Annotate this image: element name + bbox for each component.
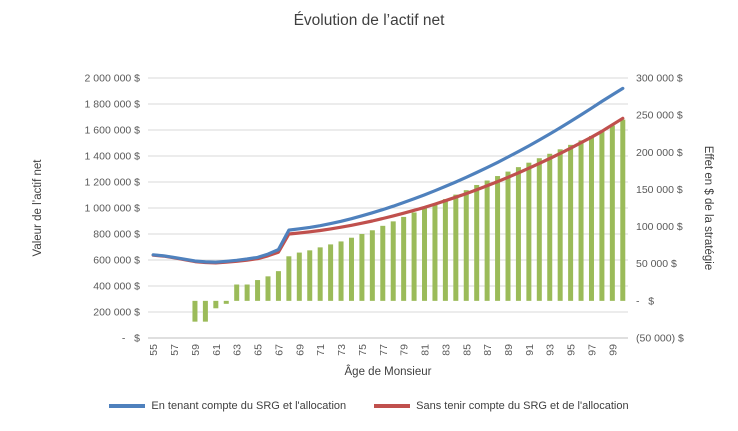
strategy-effect-bar	[286, 256, 292, 301]
left-axis-tick-label: 1 000 000 $	[85, 203, 141, 215]
legend-line-swatch-blue	[109, 404, 146, 408]
x-axis-tick-label: 59	[190, 344, 202, 356]
strategy-effect-bar	[442, 199, 448, 301]
strategy-effect-bar	[223, 300, 229, 304]
strategy-effect-bar	[599, 131, 605, 301]
legend: En tenant compte du SRG et l'allocation …	[0, 400, 738, 412]
strategy-effect-bar	[255, 280, 261, 301]
right-axis-tick-label: 100 000 $	[636, 221, 683, 233]
strategy-effect-bar	[620, 119, 626, 301]
strategy-effect-bar	[202, 300, 208, 322]
strategy-effect-bar	[588, 135, 594, 301]
strategy-effect-bar	[557, 149, 563, 301]
x-axis-tick-label: 75	[357, 344, 369, 356]
strategy-effect-bar	[536, 158, 542, 301]
strategy-effect-bar	[213, 300, 219, 309]
strategy-effect-bar	[422, 208, 428, 301]
right-axis-tick-label: 300 000 $	[636, 73, 683, 85]
x-axis-tick-label: 55	[148, 344, 160, 356]
strategy-effect-bar	[359, 234, 365, 301]
legend-line-swatch-red	[374, 404, 411, 408]
right-axis-tick-label: 200 000 $	[636, 147, 683, 159]
x-axis-tick-label: 89	[503, 344, 515, 356]
series-line	[151, 116, 625, 265]
x-axis-tick-label: 87	[482, 344, 494, 356]
strategy-effect-bar	[307, 250, 313, 301]
left-axis-tick-label: 200 000 $	[93, 307, 140, 319]
legend-label-with-srg: En tenant compte du SRG et l'allocation	[151, 400, 347, 412]
x-axis-tick-label: 95	[566, 344, 578, 356]
x-axis-tick-label: 65	[253, 344, 265, 356]
strategy-effect-bar	[411, 212, 417, 301]
strategy-effect-bar	[453, 194, 459, 301]
x-axis-tick-label: 61	[211, 344, 223, 356]
chart-title: Évolution de l’actif net	[293, 12, 445, 29]
left-axis-tick-label: 600 000 $	[93, 255, 140, 267]
left-axis-tick-label: 1 600 000 $	[85, 125, 141, 137]
series-line	[151, 86, 625, 264]
left-axis-tick-label: 800 000 $	[93, 229, 140, 241]
x-axis-tick-label: 79	[399, 344, 411, 356]
strategy-effect-bar	[568, 144, 574, 301]
legend-item-without-srg: Sans tenir compte du SRG et de l'allocat…	[374, 400, 629, 412]
strategy-effect-bar	[463, 190, 469, 301]
strategy-effect-bar	[495, 176, 501, 301]
x-axis-tick-label: 97	[587, 344, 599, 356]
left-axis-tick-label: - $	[122, 333, 140, 345]
strategy-effect-bar	[244, 284, 250, 301]
strategy-effect-bar	[192, 300, 198, 322]
strategy-effect-bar	[474, 184, 480, 301]
x-axis-tick-label: 93	[545, 344, 557, 356]
right-axis-tick-label: 50 000 $	[636, 258, 677, 270]
x-axis-tick-label: 91	[524, 344, 536, 356]
strategy-effect-bar	[578, 140, 584, 301]
x-axis-tick-label: 85	[461, 344, 473, 356]
x-axis-tick-label: 73	[336, 344, 348, 356]
strategy-effect-bar	[515, 167, 521, 301]
x-axis-tick-label: 57	[169, 344, 181, 356]
strategy-effect-bar	[234, 284, 240, 301]
strategy-effect-bar	[380, 225, 386, 301]
right-axis-tick-label: (50 000) $	[636, 333, 684, 345]
strategy-effect-bar	[317, 247, 323, 301]
right-axis-tick-label: - $	[636, 295, 654, 307]
strategy-effect-bar	[348, 237, 354, 301]
legend-item-with-srg: En tenant compte du SRG et l'allocation	[109, 400, 346, 412]
x-axis-tick-label: 83	[440, 344, 452, 356]
x-axis-tick-label: 67	[273, 344, 285, 356]
x-axis-title: Âge de Monsieur	[344, 366, 432, 378]
strategy-effect-bar	[432, 203, 438, 301]
strategy-effect-bar	[296, 252, 302, 301]
x-axis-tick-label: 69	[294, 344, 306, 356]
legend-label-without-srg: Sans tenir compte du SRG et de l'allocat…	[416, 400, 629, 412]
x-axis-tick-label: 77	[378, 344, 390, 356]
strategy-effect-bar	[328, 244, 334, 301]
strategy-effect-bar	[390, 221, 396, 301]
x-axis-tick-label: 63	[232, 344, 244, 356]
x-axis-tick-label: 81	[420, 344, 432, 356]
left-axis-tick-label: 1 200 000 $	[85, 177, 141, 189]
right-axis-tick-label: 250 000 $	[636, 110, 683, 122]
strategy-effect-bar	[401, 216, 407, 301]
strategy-effect-bar	[505, 171, 511, 301]
strategy-effect-bar	[484, 180, 490, 301]
left-axis-tick-label: 400 000 $	[93, 281, 140, 293]
strategy-effect-bar	[265, 276, 271, 301]
left-axis-tick-label: 1 800 000 $	[85, 99, 141, 111]
left-axis-tick-label: 1 400 000 $	[85, 151, 141, 163]
x-axis-tick-label: 99	[607, 344, 619, 356]
left-axis-tick-label: 2 000 000 $	[85, 73, 141, 85]
strategy-effect-bar	[526, 162, 532, 301]
strategy-effect-bar	[369, 230, 375, 301]
strategy-effect-bar	[338, 241, 344, 301]
x-axis-tick-label: 71	[315, 344, 327, 356]
strategy-effect-bar	[609, 125, 615, 301]
strategy-effect-bar	[547, 153, 553, 301]
right-axis-tick-label: 150 000 $	[636, 184, 683, 196]
strategy-effect-bar	[275, 271, 281, 301]
